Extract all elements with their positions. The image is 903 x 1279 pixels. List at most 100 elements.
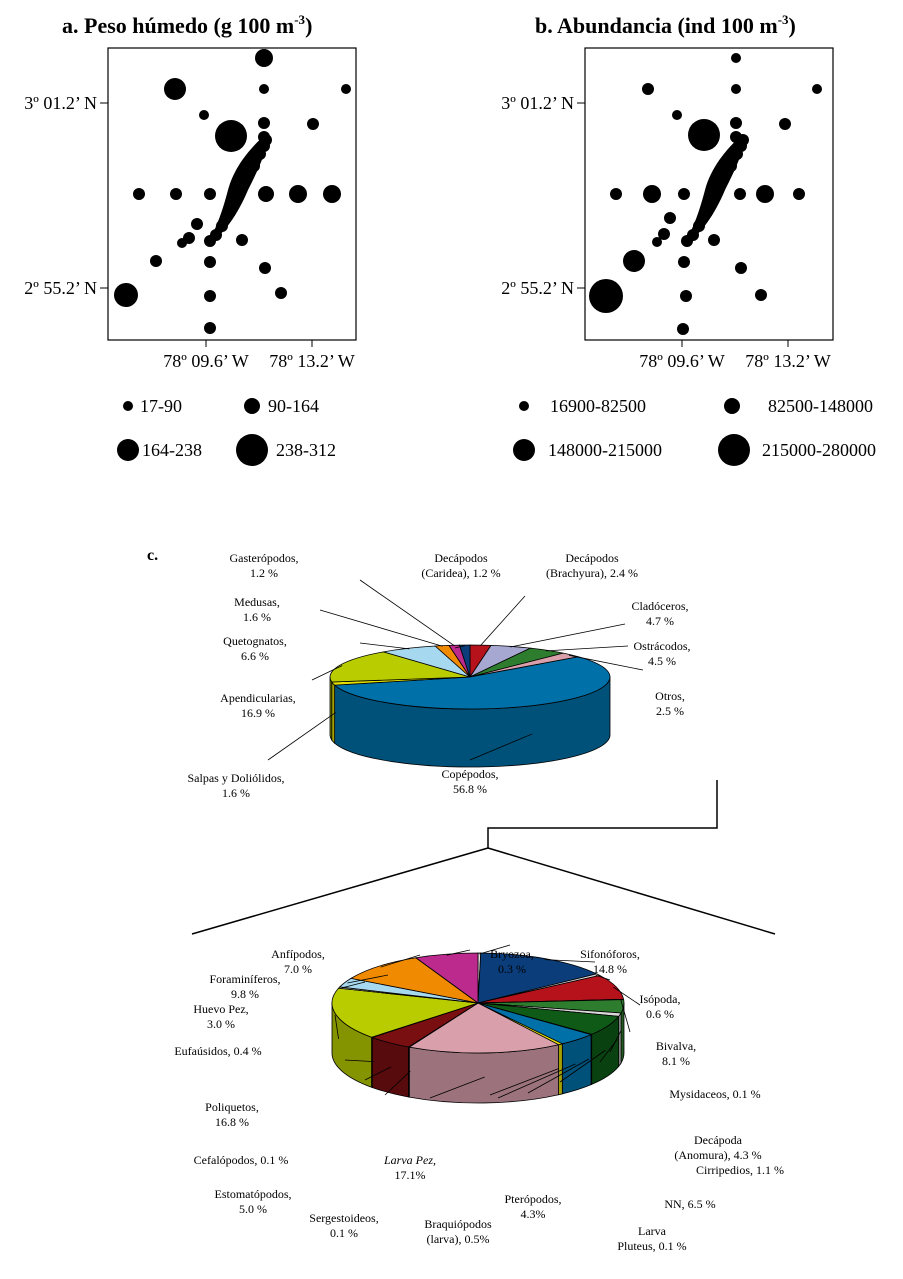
pie-label: (Brachyura), 2.4 %	[546, 566, 638, 580]
legend-symbol-2	[244, 398, 260, 414]
island-coast	[216, 220, 228, 232]
station-circle	[275, 287, 287, 299]
station-circle	[755, 289, 767, 301]
pie-label: Pluteus, 0.1 %	[617, 1239, 686, 1253]
island-coast	[709, 190, 721, 202]
legend-label-4: 215000-280000	[762, 440, 876, 460]
connector-left-line	[191, 847, 489, 935]
pie-label: Bryozoa,	[490, 947, 534, 961]
pie-label: Braquiópodos	[424, 1217, 492, 1231]
leader-line	[469, 733, 533, 761]
station-circle	[672, 110, 682, 120]
pie-chart-1: Decápodos(Brachyura), 2.4 %Cladóceros,4.…	[187, 551, 690, 800]
leader-line	[613, 986, 641, 1006]
island-coast	[717, 174, 729, 186]
legend-label-2: 82500-148000	[768, 396, 873, 416]
station-circle	[164, 78, 186, 100]
station-circle	[204, 322, 216, 334]
pie-side-11	[558, 1043, 563, 1096]
pie-label: Decápodos	[565, 551, 619, 565]
station-circle	[177, 238, 187, 248]
pie-label: Bivalva,	[656, 1039, 696, 1053]
station-circle	[589, 279, 623, 313]
leader-line	[267, 712, 336, 761]
pie-side-7	[329, 676, 333, 742]
station-circle	[204, 290, 216, 302]
legend-symbol-4	[718, 434, 750, 466]
pie-label: Poliquetos,	[205, 1100, 259, 1114]
leader-line	[489, 1068, 559, 1096]
leader-line	[546, 645, 629, 652]
station-circle	[133, 188, 145, 200]
pie-label: Cladóceros,	[632, 599, 689, 613]
legend-symbol-3	[117, 439, 139, 461]
station-circle	[623, 250, 645, 272]
pie-slice-12	[408, 1002, 560, 1054]
station-circle	[643, 185, 661, 203]
leader-line	[559, 1050, 606, 1083]
station-circle	[730, 117, 742, 129]
station-circle	[259, 262, 271, 274]
panel-a-ylabel-bottom: 2º 55.2’ N	[24, 278, 97, 298]
pie-label: Otros,	[655, 689, 685, 703]
pie-label: (larva), 0.5%	[427, 1232, 490, 1246]
pie-label: 5.0 %	[239, 1202, 267, 1216]
station-circle	[812, 84, 822, 94]
leader-line	[497, 1063, 576, 1099]
panel-b-island	[681, 134, 749, 247]
panel-b-title: b. Abundancia (ind 100 m-3)	[535, 12, 796, 38]
pie-label: Sergestoideos,	[309, 1211, 378, 1225]
panel-a-legend: 17-90 90-164 164-238 238-312	[117, 396, 336, 466]
panel-b-map-frame	[584, 47, 834, 341]
leader-line	[364, 1066, 392, 1081]
station-circle	[652, 237, 662, 247]
station-circle	[731, 84, 741, 94]
pie-label: Cefalópodos, 0.1 %	[194, 1153, 289, 1167]
pie-label: 14.8 %	[593, 962, 627, 976]
pie-top	[329, 644, 611, 710]
pie-label: 8.1 %	[662, 1054, 690, 1068]
island-coast	[687, 229, 699, 241]
panel-a: a. Peso húmedo (g 100 m-3) 3º 01.2’ N 2º…	[24, 12, 357, 466]
panel-b: b. Abundancia (ind 100 m-3) 3º 01.2’ N 2…	[501, 12, 876, 466]
station-circle	[734, 188, 746, 200]
leader-line	[569, 654, 644, 671]
leader-line	[544, 959, 596, 963]
island-coast	[224, 206, 236, 218]
pie-label: Pterópodos,	[505, 1192, 562, 1206]
panel-a-title: a. Peso húmedo (g 100 m-3)	[62, 12, 312, 38]
legend-symbol-3	[513, 439, 535, 461]
pie-label: Decápodos	[434, 551, 488, 565]
pie-connector	[191, 780, 776, 935]
pie-label: Larva Pez,	[383, 1153, 436, 1167]
leader-line	[380, 954, 421, 968]
station-circle	[658, 228, 670, 240]
pie-label: 0.6 %	[646, 1007, 674, 1021]
pie-label: Sifonóforos,	[580, 947, 640, 961]
panel-b-ylabel-top: 3º 01.2’ N	[501, 93, 574, 113]
station-circle	[191, 218, 203, 230]
panel-a-xlabel-right: 78º 13.2’ W	[269, 351, 354, 371]
leader-line	[454, 645, 465, 649]
leader-line	[480, 595, 526, 646]
station-circle	[678, 188, 690, 200]
leader-line	[429, 1076, 485, 1099]
island-coast	[701, 206, 713, 218]
panel-b-xlabel-right: 78º 13.2’ W	[745, 351, 830, 371]
pie-label: 1.2 %	[250, 566, 278, 580]
pie-label: 9.8 %	[231, 987, 259, 1001]
pie-label: 3.0 %	[207, 1017, 235, 1031]
pie-label: 1.6 %	[222, 786, 250, 800]
leader-line	[510, 623, 626, 648]
leader-line	[334, 1014, 339, 1040]
station-circle	[664, 212, 676, 224]
leader-line	[311, 665, 343, 681]
pie-labels: Bryozoa,0.3 %Sifonóforos,14.8 %Isópoda,0…	[174, 944, 784, 1253]
island-coast	[232, 190, 244, 202]
pie-label: Anfípodos,	[271, 947, 325, 961]
pie-label: 4.7 %	[646, 614, 674, 628]
pie-label: 7.0 %	[284, 962, 312, 976]
pie-label: Decápoda	[694, 1133, 743, 1147]
station-circle	[779, 118, 791, 130]
